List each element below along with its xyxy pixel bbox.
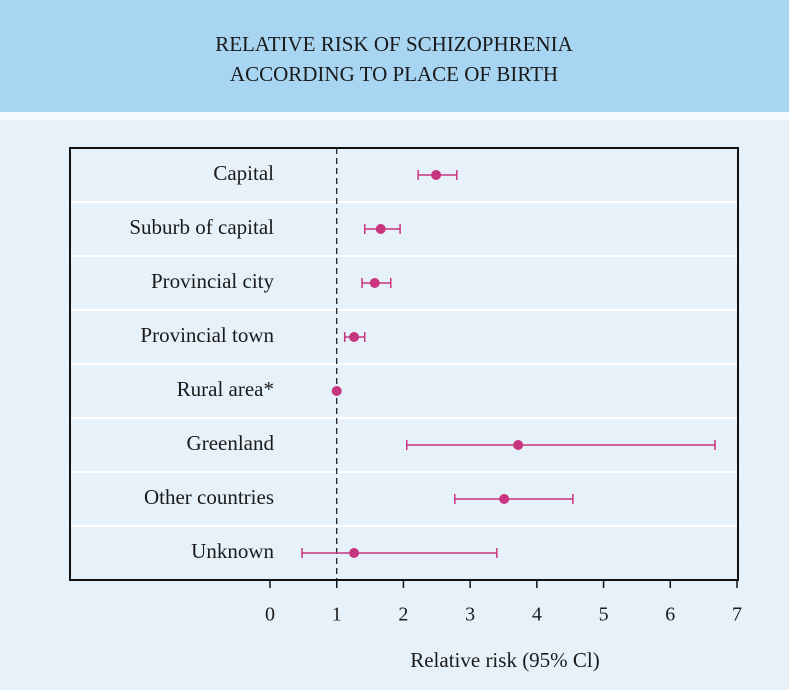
x-tick-label: 4 [532,604,542,626]
category-label: Other countries [144,485,274,509]
point [331,386,342,396]
x-tick-label: 5 [599,604,609,626]
point [369,278,380,288]
category-label: Unknown [191,539,274,563]
point [499,494,510,504]
point [375,224,386,234]
header-divider [0,112,789,120]
category-label: Provincial town [140,323,274,347]
x-tick-label: 0 [265,604,275,626]
x-tick-label: 2 [398,604,408,626]
x-tick-label: 7 [732,604,742,626]
chart-title: ACCORDING TO PLACE OF BIRTH [230,62,558,86]
point [349,332,360,342]
x-tick-label: 1 [332,604,342,626]
chart-title: RELATIVE RISK OF SCHIZOPHRENIA [215,32,573,56]
category-label: Provincial city [151,269,275,293]
category-label: Suburb of capital [129,215,274,239]
point [349,548,360,558]
category-label: Rural area* [177,377,274,401]
header-band [0,0,789,112]
point [431,170,442,180]
point [513,440,524,450]
category-label: Greenland [187,431,275,455]
x-axis-label: Relative risk (95% Cl) [410,648,600,672]
category-label: Capital [213,161,274,185]
x-tick-label: 3 [465,604,475,626]
x-tick-label: 6 [665,604,675,626]
